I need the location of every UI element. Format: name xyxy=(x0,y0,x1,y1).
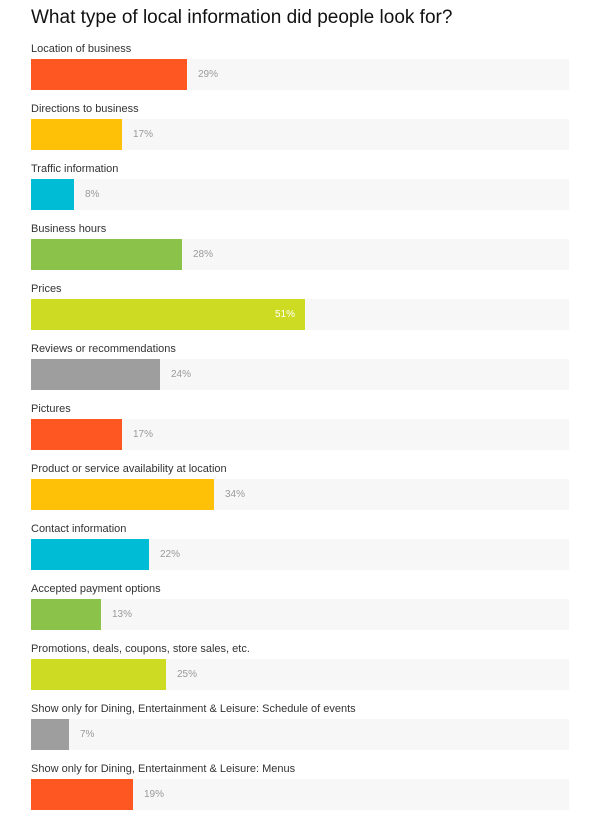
category-label: Promotions, deals, coupons, store sales,… xyxy=(31,643,250,655)
value-label: 25% xyxy=(177,669,198,680)
category-label: Location of business xyxy=(31,43,132,55)
category-label: Show only for Dining, Entertainment & Le… xyxy=(31,703,356,715)
bar-row-traffic-information: Traffic information 8% xyxy=(31,162,569,222)
bar-track: 25% xyxy=(31,659,569,690)
bar-row-prices: Prices 51% xyxy=(31,282,569,342)
value-label: 51% xyxy=(274,309,295,320)
bar-pictures xyxy=(31,419,122,450)
bar-row-show-only-for-dining-entertainment-leisure-menus: Show only for Dining, Entertainment & Le… xyxy=(31,762,569,822)
category-label: Accepted payment options xyxy=(31,583,161,595)
bar-promotions-deals-coupons-store-sales-etc xyxy=(31,659,166,690)
category-label: Business hours xyxy=(31,223,107,235)
value-label: 17% xyxy=(133,129,154,140)
bar-track: 28% xyxy=(31,239,569,270)
bar-track: 51% xyxy=(31,299,569,330)
category-label: Directions to business xyxy=(31,103,139,115)
bar-product-or-service-availability-at-location xyxy=(31,479,214,510)
bar-row-pictures: Pictures 17% xyxy=(31,402,569,462)
value-label: 17% xyxy=(133,429,154,440)
bar-row-product-or-service-availability-at-location: Product or service availability at locat… xyxy=(31,462,569,522)
value-label: 28% xyxy=(193,249,214,260)
chart-title: What type of local information did peopl… xyxy=(31,7,453,28)
bar-row-promotions-deals-coupons-store-sales-etc: Promotions, deals, coupons, store sales,… xyxy=(31,642,569,702)
bar-track: 29% xyxy=(31,59,569,90)
bar-location-of-business xyxy=(31,59,187,90)
bar-accepted-payment-options xyxy=(31,599,101,630)
category-label: Show only for Dining, Entertainment & Le… xyxy=(31,763,296,775)
bar-rows: Location of business 29% Directions to bus… xyxy=(31,42,569,822)
bar-directions-to-business xyxy=(31,119,122,150)
value-label: 19% xyxy=(144,789,165,800)
bar-show-only-for-dining-entertainment-leisure-schedule-of-events xyxy=(31,719,69,750)
bar-track: 8% xyxy=(31,179,569,210)
bar-row-show-only-for-dining-entertainment-leisure-schedule-of-events: Show only for Dining, Entertainment & Le… xyxy=(31,702,569,762)
category-label: Product or service availability at locat… xyxy=(31,463,227,475)
value-label: 7% xyxy=(80,729,95,740)
bar-track: 34% xyxy=(31,479,569,510)
bar-track: 22% xyxy=(31,539,569,570)
category-label: Contact information xyxy=(31,523,127,535)
bar-track: 24% xyxy=(31,359,569,390)
bar-row-location-of-business: Location of business 29% xyxy=(31,42,569,102)
bar-row-reviews-or-recommendations: Reviews or recommendations 24% xyxy=(31,342,569,402)
bar-track: 7% xyxy=(31,719,569,750)
value-label: 13% xyxy=(112,609,133,620)
bar-row-directions-to-business: Directions to business 17% xyxy=(31,102,569,162)
bar-row-accepted-payment-options: Accepted payment options 13% xyxy=(31,582,569,642)
value-label: 29% xyxy=(198,69,219,80)
bar-track: 13% xyxy=(31,599,569,630)
value-label: 24% xyxy=(171,369,192,380)
category-label: Traffic information xyxy=(31,163,119,175)
bar-row-contact-information: Contact information 22% xyxy=(31,522,569,582)
bar-track: 17% xyxy=(31,419,569,450)
bar-track: 19% xyxy=(31,779,569,810)
value-label: 34% xyxy=(225,489,246,500)
value-label: 22% xyxy=(160,549,181,560)
bar-prices xyxy=(31,299,305,330)
bar-contact-information xyxy=(31,539,149,570)
bar-track: 17% xyxy=(31,119,569,150)
bar-business-hours xyxy=(31,239,182,270)
bar-row-business-hours: Business hours 28% xyxy=(31,222,569,282)
bar-show-only-for-dining-entertainment-leisure-menus xyxy=(31,779,133,810)
category-label: Prices xyxy=(31,283,62,295)
category-label: Pictures xyxy=(31,403,71,415)
value-label: 8% xyxy=(85,189,100,200)
bar-reviews-or-recommendations xyxy=(31,359,160,390)
bar-traffic-information xyxy=(31,179,74,210)
category-label: Reviews or recommendations xyxy=(31,343,176,355)
